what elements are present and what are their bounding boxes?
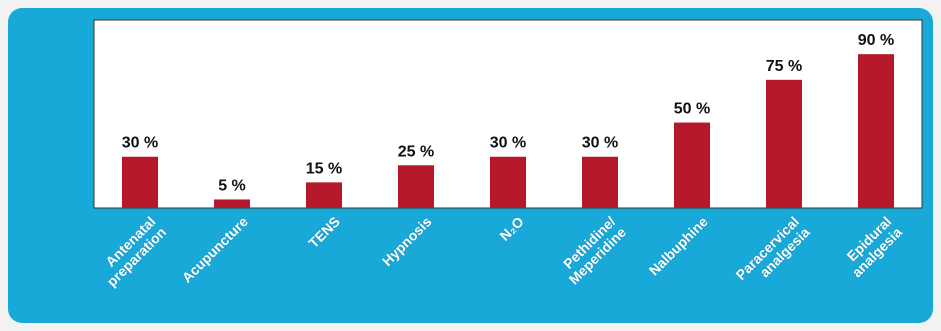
bar [122, 156, 158, 208]
value-label: 30 % [582, 135, 618, 152]
bar [398, 165, 434, 208]
bar [490, 156, 526, 208]
bar [858, 54, 894, 208]
bar [306, 182, 342, 208]
bar [214, 199, 250, 208]
value-label: 15 % [306, 160, 342, 177]
value-label: 30 % [490, 135, 526, 152]
bar [674, 122, 710, 208]
value-label: 5 % [218, 177, 246, 194]
bar [582, 156, 618, 208]
value-label: 25 % [398, 143, 434, 160]
value-label: 30 % [122, 135, 158, 152]
value-label: 90 % [858, 32, 894, 49]
bar [766, 79, 802, 209]
value-label: 50 % [674, 101, 710, 118]
value-label: 75 % [766, 58, 802, 75]
